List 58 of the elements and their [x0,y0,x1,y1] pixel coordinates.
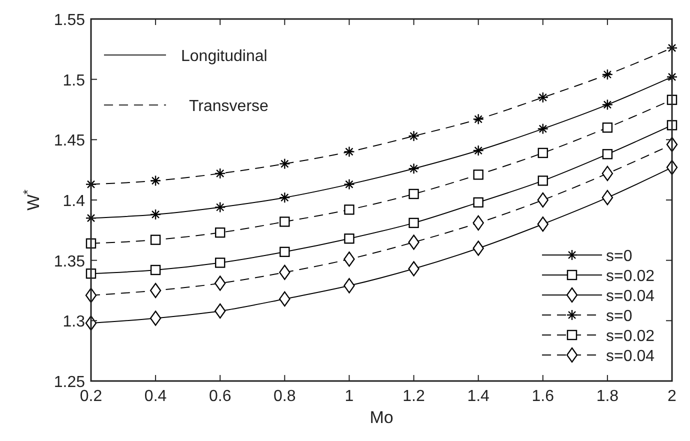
x-tick-label: 1.2 [402,388,425,405]
point [150,264,161,276]
point [538,176,548,186]
point [150,310,162,326]
point [473,170,484,180]
point [344,278,355,294]
point [279,264,290,280]
point [408,188,419,200]
point [280,216,290,227]
y-tick-label: 1.5 [62,72,86,90]
point [602,149,613,160]
point [602,190,614,206]
y-tick-label: 1.4 [62,193,86,210]
point [214,276,226,291]
point [602,122,613,133]
annotation: Longitudinal [181,48,268,65]
legend-label: s=0 [606,308,632,325]
legend-label: s=0.02 [606,268,655,285]
x-tick-label: 0.6 [208,388,232,405]
legend-label: s=0 [606,248,632,265]
y-tick-label: 1.45 [54,132,86,150]
point [344,252,355,267]
x-tick-label: 0.4 [144,388,167,405]
point [537,192,548,208]
annotation: Transverse [189,98,269,115]
point [537,216,548,232]
point [408,234,420,250]
point [472,215,484,231]
point [344,204,354,215]
point [473,197,484,208]
legend-label: s=0.04 [606,348,655,365]
point [472,240,484,256]
point [602,166,614,182]
point [215,227,226,238]
point [150,234,161,245]
x-tick-label: 1 [344,388,354,405]
point [408,218,419,228]
legend-label: s=0.02 [606,328,655,345]
x-tick-label: 1.6 [532,388,554,405]
point [538,148,548,158]
x-axis-title: Mo [370,408,394,427]
x-tick-label: 2 [668,388,677,405]
y-tick-label: 1.25 [54,374,86,391]
x-tick-label: 0.2 [80,388,102,405]
point [408,261,420,276]
y-tick-label: 1.3 [62,314,86,331]
y-tick-label: 1.55 [54,12,86,29]
x-tick-label: 1.8 [596,388,619,405]
point [280,246,290,257]
point [279,291,290,307]
legend-label: s=0.04 [606,288,655,305]
y-tick-label: 1.35 [54,253,86,270]
point [344,234,354,244]
point [150,282,162,298]
x-tick-label: 1.4 [467,388,490,405]
x-tick-label: 0.8 [274,388,296,405]
point [215,258,226,268]
point [214,303,226,319]
